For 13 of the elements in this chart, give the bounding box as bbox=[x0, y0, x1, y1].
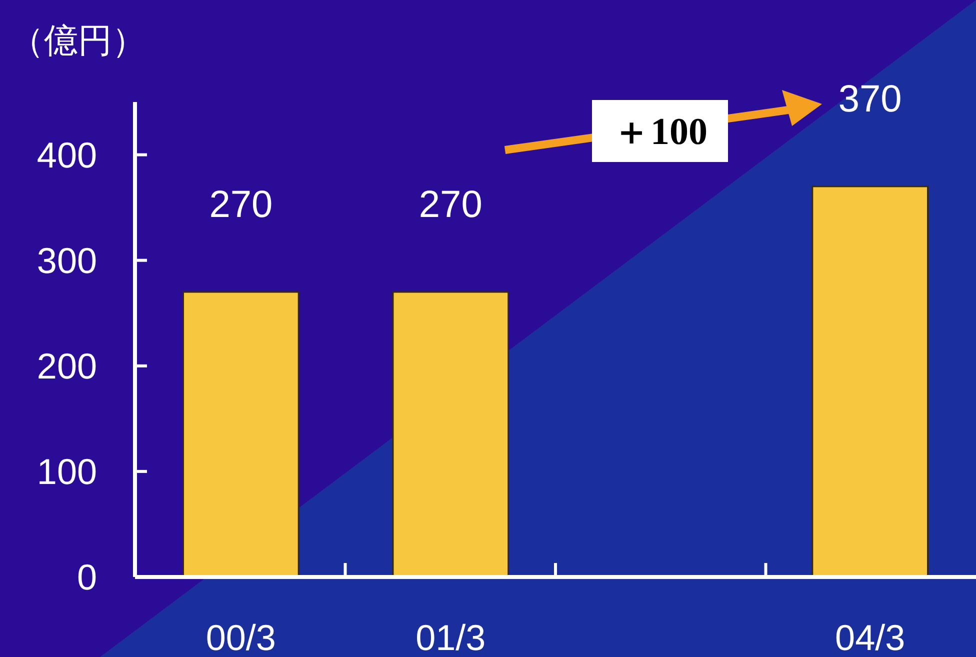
x-tick-label: 01/3 bbox=[416, 617, 486, 657]
y-tick-label: 400 bbox=[36, 134, 97, 176]
y-tick-label: 100 bbox=[36, 451, 97, 492]
y-tick-label: 200 bbox=[36, 345, 97, 386]
data-label: 370 bbox=[838, 78, 902, 120]
annotation: ＋100 bbox=[612, 111, 708, 153]
y-tick-label: 300 bbox=[36, 240, 97, 281]
x-tick-label: 00/3 bbox=[206, 617, 276, 657]
data-label: 270 bbox=[209, 184, 273, 226]
y-tick-label: 0 bbox=[76, 556, 97, 598]
y-axis-title: （億円） bbox=[10, 22, 146, 60]
x-tick-label: 04/3 bbox=[835, 617, 906, 657]
data-label: 270 bbox=[418, 184, 482, 226]
